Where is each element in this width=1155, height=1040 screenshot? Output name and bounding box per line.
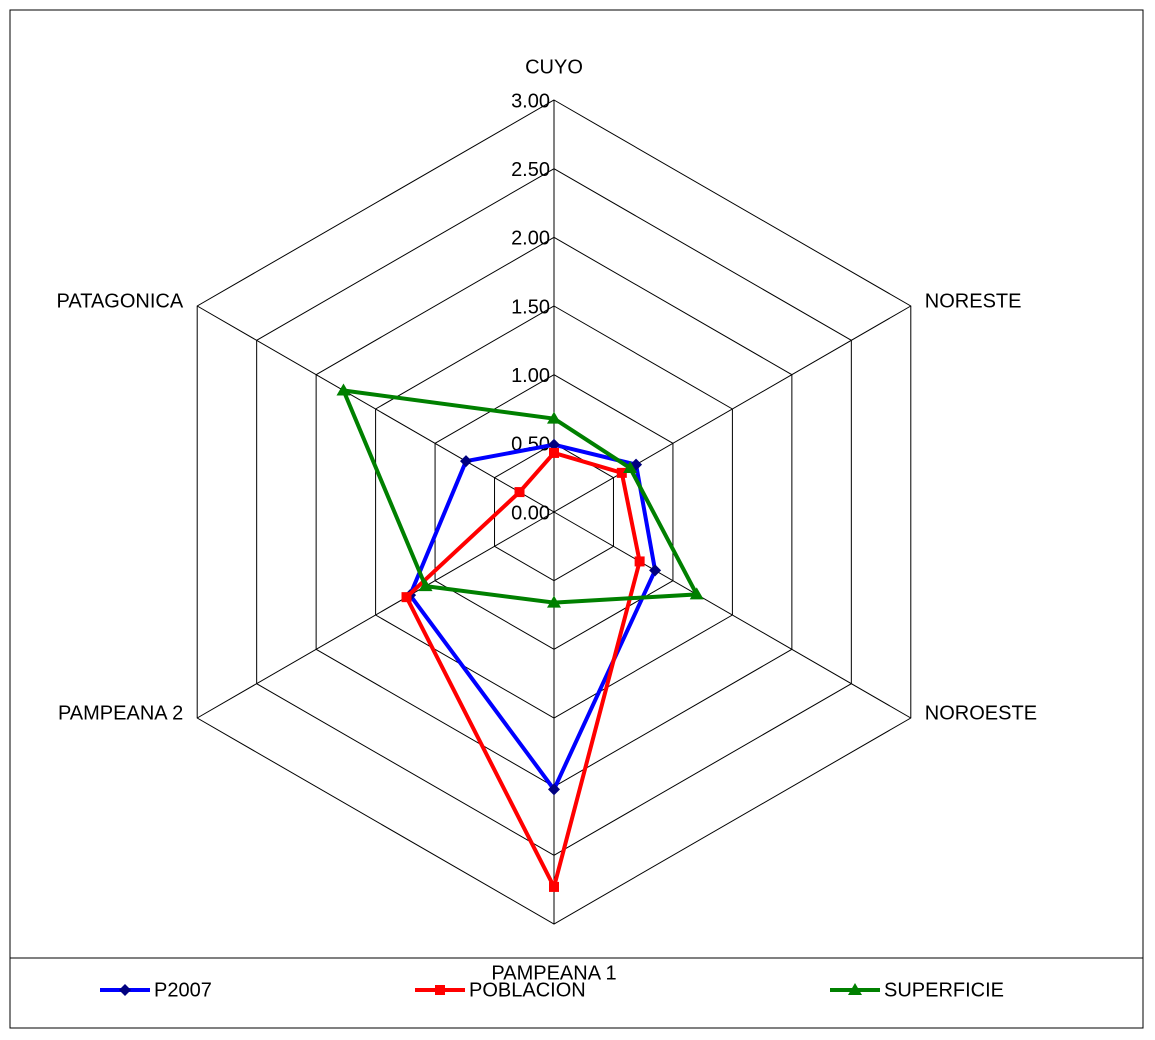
data-point: [401, 592, 412, 603]
legend-label: POBLACION: [469, 979, 586, 1001]
category-label: PATAGONICA: [57, 290, 184, 312]
r-tick-label: 0.00: [511, 502, 550, 524]
axis-spoke: [196, 305, 555, 513]
data-point: [547, 595, 561, 608]
data-point: [548, 438, 560, 451]
category-label: PAMPEANA 1: [491, 962, 616, 984]
data-point: [514, 487, 525, 498]
data-point: [418, 579, 433, 592]
axis-spoke: [553, 511, 912, 719]
data-point: [616, 467, 627, 478]
axis-spoke: [196, 511, 555, 719]
chart-frame: [9, 9, 1144, 1029]
r-tick-label: 3.00: [511, 90, 550, 112]
legend-marker: [435, 985, 445, 995]
data-point: [689, 587, 704, 600]
r-tick-label: 2.50: [511, 159, 550, 181]
category-label: CUYO: [525, 56, 583, 78]
category-label: NORESTE: [925, 290, 1022, 312]
data-point: [549, 447, 559, 458]
legend-label: P2007: [154, 979, 212, 1001]
data-point: [548, 783, 560, 796]
legend-marker: [119, 984, 131, 996]
data-point: [649, 564, 662, 577]
data-point: [623, 461, 638, 474]
data-point: [459, 455, 472, 468]
data-point: [547, 411, 561, 424]
r-tick-label: 2.00: [511, 228, 550, 250]
data-point: [549, 881, 559, 892]
category-label: NOROESTE: [925, 702, 1037, 724]
r-tick-label: 1.00: [511, 365, 550, 387]
r-tick-label: 1.50: [511, 296, 550, 318]
legend-marker: [848, 983, 862, 995]
category-label: PAMPEANA 2: [58, 702, 183, 724]
data-point: [336, 383, 351, 396]
axis-spoke: [553, 305, 912, 513]
legend-label: SUPERFICIE: [884, 979, 1004, 1001]
data-point: [634, 556, 645, 567]
